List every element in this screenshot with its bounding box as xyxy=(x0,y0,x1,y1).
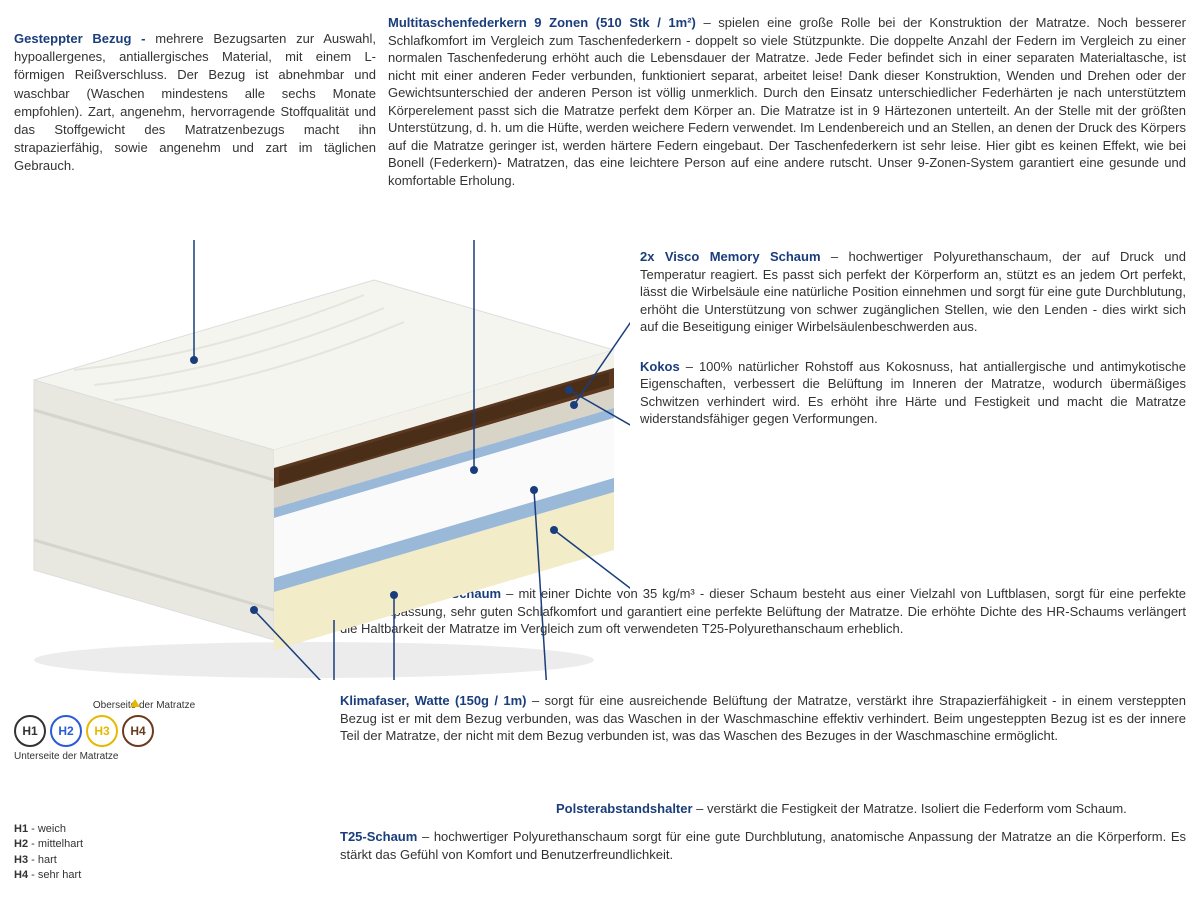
federkern-title: Multitaschenfederkern 9 Zonen (510 Stk /… xyxy=(388,15,696,30)
hardness-legend-h2: H2 - mittelhart xyxy=(14,837,83,852)
t25-title: T25-Schaum xyxy=(340,829,417,844)
hardness-bottom-label: Unterseite der Matratze xyxy=(14,751,214,762)
section-bezug: Gesteppter Bezug - mehrere Bezugsarten z… xyxy=(14,30,376,176)
hardness-circle-h2: H2 xyxy=(50,715,82,747)
kokos-title: Kokos xyxy=(640,359,680,374)
hardness-diagram: Oberseite der Matratze H1H2H3H4 Untersei… xyxy=(14,700,214,762)
hardness-circles: H1H2H3H4 xyxy=(14,715,214,747)
section-polster: Polsterabstandshalter – verstärkt die Fe… xyxy=(556,800,1186,824)
kokos-body: – 100% natürlicher Rohstoff aus Kokosnus… xyxy=(640,359,1186,427)
bezug-body: mehrere Bezugsarten zur Auswahl, hypoall… xyxy=(14,31,376,173)
section-t25: T25-Schaum – hochwertiger Polyurethansch… xyxy=(340,828,1186,869)
hardness-circle-h4: H4 xyxy=(122,715,154,747)
hardness-legend-h4: H4 - sehr hart xyxy=(14,868,83,883)
hardness-top-label: Oberseite der Matratze xyxy=(74,700,214,711)
mattress-diagram xyxy=(14,240,630,680)
right-sections: 2x Visco Memory Schaum – hochwertiger Po… xyxy=(640,248,1186,436)
hardness-legend-h1: H1 - weich xyxy=(14,822,83,837)
polster-title: Polsterabstandshalter xyxy=(556,801,693,816)
section-visco: 2x Visco Memory Schaum – hochwertiger Po… xyxy=(640,248,1186,336)
section-federkern: Multitaschenfederkern 9 Zonen (510 Stk /… xyxy=(388,14,1186,189)
bezug-title: Gesteppter Bezug - xyxy=(14,31,155,46)
arrow-up-icon xyxy=(130,699,140,707)
polster-body: – verstärkt die Festigkeit der Matratze.… xyxy=(693,801,1127,816)
federkern-body: – spielen eine große Rolle bei der Konst… xyxy=(388,15,1186,188)
visco-title: 2x Visco Memory Schaum xyxy=(640,249,821,264)
hardness-legend: H1 - weichH2 - mittelhartH3 - hartH4 - s… xyxy=(14,822,83,884)
klima-title: Klimafaser, Watte (150g / 1m) xyxy=(340,693,527,708)
hardness-legend-h3: H3 - hart xyxy=(14,853,83,868)
hardness-circle-h1: H1 xyxy=(14,715,46,747)
hardness-circle-h3: H3 xyxy=(86,715,118,747)
t25-body: – hochwertiger Polyurethanschaum sorgt f… xyxy=(340,829,1186,862)
section-kokos: Kokos – 100% natürlicher Rohstoff aus Ko… xyxy=(640,358,1186,428)
section-klima: Klimafaser, Watte (150g / 1m) – sorgt fü… xyxy=(340,692,1186,751)
